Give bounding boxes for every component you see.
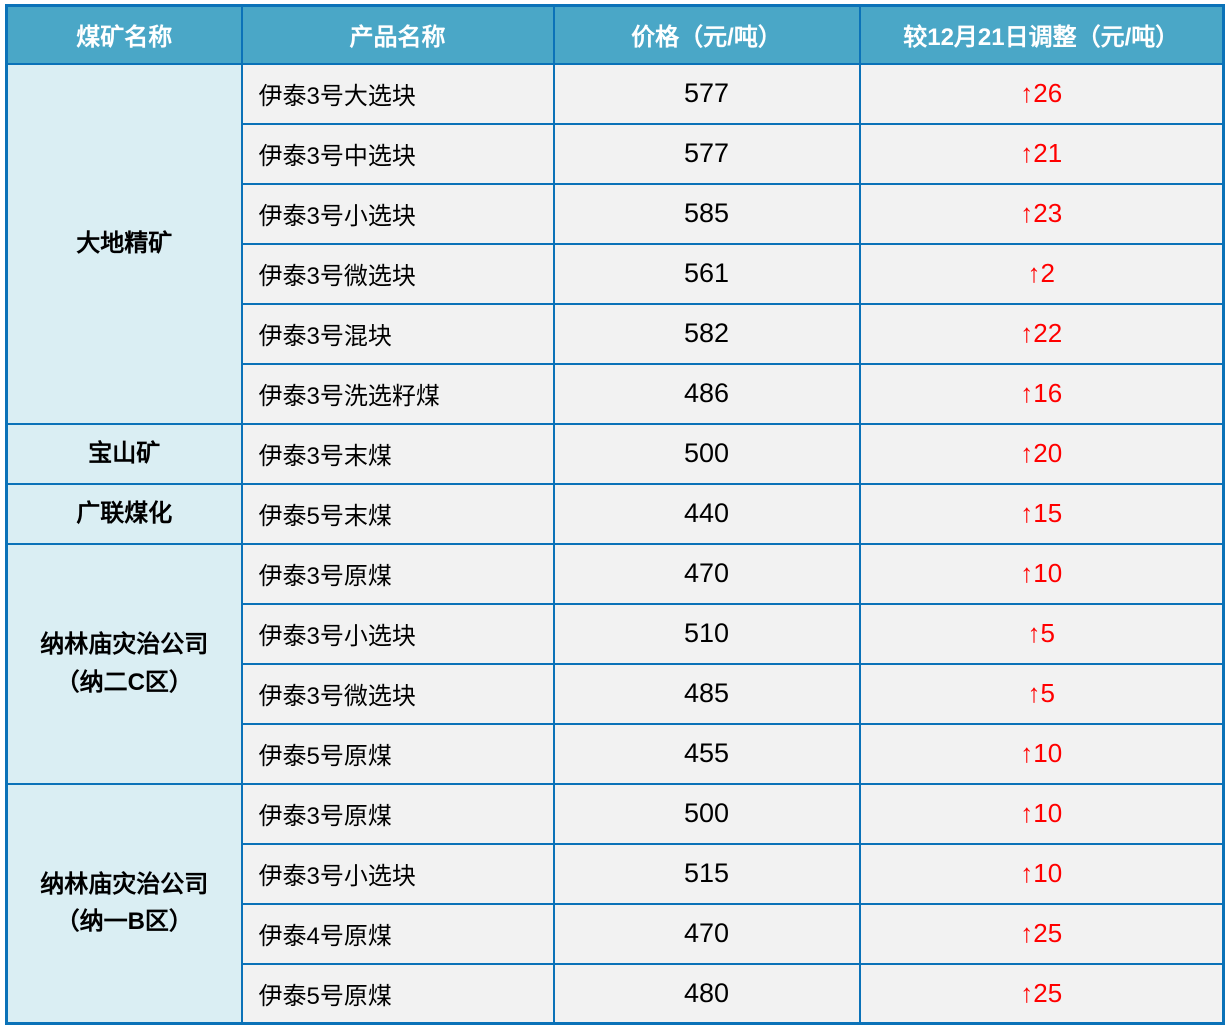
mine-name-cell: 纳林庙灾治公司 （纳一B区） — [5, 782, 243, 1025]
adjustment-cell: ↑15 — [858, 482, 1225, 545]
adjustment-cell: ↑10 — [858, 782, 1225, 845]
price-cell: 470 — [552, 902, 861, 965]
column-header-adjustment: 较12月21日调整（元/吨） — [858, 4, 1225, 65]
product-name-cell: 伊泰3号小选块 — [240, 602, 555, 665]
adjustment-cell: ↑22 — [858, 302, 1225, 365]
price-cell: 486 — [552, 362, 861, 425]
price-cell: 500 — [552, 782, 861, 845]
product-name-cell: 伊泰3号小选块 — [240, 842, 555, 905]
price-cell: 561 — [552, 242, 861, 305]
table-row: 广联煤化 伊泰5号末煤 440 ↑15 — [5, 482, 1225, 545]
product-name-cell: 伊泰3号中选块 — [240, 122, 555, 185]
mine-name-cell: 宝山矿 — [5, 422, 243, 485]
price-cell: 582 — [552, 302, 861, 365]
price-cell: 440 — [552, 482, 861, 545]
price-cell: 585 — [552, 182, 861, 245]
mine-name-cell: 大地精矿 — [5, 62, 243, 425]
adjustment-cell: ↑20 — [858, 422, 1225, 485]
table-row: 伊泰3号小选块 515 ↑10 — [7, 842, 1225, 905]
table-row: 伊泰5号原煤 455 ↑10 — [7, 722, 1225, 785]
adjustment-cell: ↑10 — [858, 722, 1225, 785]
price-cell: 485 — [552, 662, 861, 725]
table-body: 大地精矿 伊泰3号大选块 577 ↑26 伊泰3号中选块 577 ↑21 伊泰3号小选块 585… — [5, 62, 1225, 1025]
price-cell: 577 — [552, 62, 861, 125]
adjustment-cell: ↑26 — [858, 62, 1225, 125]
adjustment-cell: ↑25 — [858, 962, 1225, 1025]
table-row: 纳林庙灾治公司 （纳一B区） 伊泰3号原煤 500 ↑10 — [5, 782, 1225, 1025]
price-cell: 510 — [552, 602, 861, 665]
header-row: 煤矿名称 产品名称 价格（元/吨） 较12月21日调整（元/吨） — [5, 4, 1225, 65]
product-name-cell: 伊泰3号混块 — [240, 302, 555, 365]
product-name-cell: 伊泰3号洗选籽煤 — [240, 362, 555, 425]
price-cell: 455 — [552, 722, 861, 785]
product-name-cell: 伊泰3号原煤 — [240, 782, 555, 845]
table-row: 伊泰4号原煤 470 ↑25 — [7, 902, 1225, 965]
price-cell: 470 — [552, 542, 861, 605]
table-row: 伊泰3号小选块 510 ↑5 — [7, 602, 1225, 665]
adjustment-cell: ↑5 — [858, 662, 1225, 725]
table-row: 伊泰3号微选块 561 ↑2 — [7, 242, 1225, 305]
adjustment-cell: ↑25 — [858, 902, 1225, 965]
adjustment-cell: ↑10 — [858, 842, 1225, 905]
table-row: 伊泰5号原煤 480 ↑25 — [7, 962, 1225, 1025]
adjustment-cell: ↑2 — [858, 242, 1225, 305]
table-row: 宝山矿 伊泰3号末煤 500 ↑20 — [5, 422, 1225, 485]
price-cell: 480 — [552, 962, 861, 1025]
mine-name-cell: 纳林庙灾治公司 （纳二C区） — [5, 542, 243, 785]
table-row: 伊泰3号小选块 585 ↑23 — [7, 182, 1225, 245]
product-name-cell: 伊泰3号原煤 — [240, 542, 555, 605]
product-name-cell: 伊泰3号小选块 — [240, 182, 555, 245]
column-header-price: 价格（元/吨） — [552, 4, 861, 65]
table-row: 伊泰3号洗选籽煤 486 ↑16 — [7, 362, 1225, 425]
product-name-cell: 伊泰3号微选块 — [240, 662, 555, 725]
adjustment-cell: ↑10 — [858, 542, 1225, 605]
mine-name-cell: 广联煤化 — [5, 482, 243, 545]
product-name-cell: 伊泰4号原煤 — [240, 902, 555, 965]
product-name-cell: 伊泰5号原煤 — [240, 962, 555, 1025]
product-name-cell: 伊泰3号微选块 — [240, 242, 555, 305]
table-row: 伊泰3号混块 582 ↑22 — [7, 302, 1225, 365]
table-row: 伊泰3号微选块 485 ↑5 — [7, 662, 1225, 725]
adjustment-cell: ↑5 — [858, 602, 1225, 665]
table-row: 大地精矿 伊泰3号大选块 577 ↑26 — [5, 62, 1225, 425]
product-name-cell: 伊泰3号大选块 — [240, 62, 555, 125]
column-header-product-name: 产品名称 — [240, 4, 555, 65]
table-row: 伊泰3号中选块 577 ↑21 — [7, 122, 1225, 185]
price-cell: 500 — [552, 422, 861, 485]
product-name-cell: 伊泰5号末煤 — [240, 482, 555, 545]
product-name-cell: 伊泰5号原煤 — [240, 722, 555, 785]
price-cell: 515 — [552, 842, 861, 905]
adjustment-cell: ↑16 — [858, 362, 1225, 425]
table-header: 煤矿名称 产品名称 价格（元/吨） 较12月21日调整（元/吨） — [5, 4, 1225, 65]
column-header-mine-name: 煤矿名称 — [5, 4, 243, 65]
adjustment-cell: ↑21 — [858, 122, 1225, 185]
table-row: 纳林庙灾治公司 （纳二C区） 伊泰3号原煤 470 ↑10 — [5, 542, 1225, 785]
coal-price-table: 煤矿名称 产品名称 价格（元/吨） 较12月21日调整（元/吨） 大地精矿 伊泰3… — [5, 4, 1225, 1025]
adjustment-cell: ↑23 — [858, 182, 1225, 245]
product-name-cell: 伊泰3号末煤 — [240, 422, 555, 485]
price-cell: 577 — [552, 122, 861, 185]
